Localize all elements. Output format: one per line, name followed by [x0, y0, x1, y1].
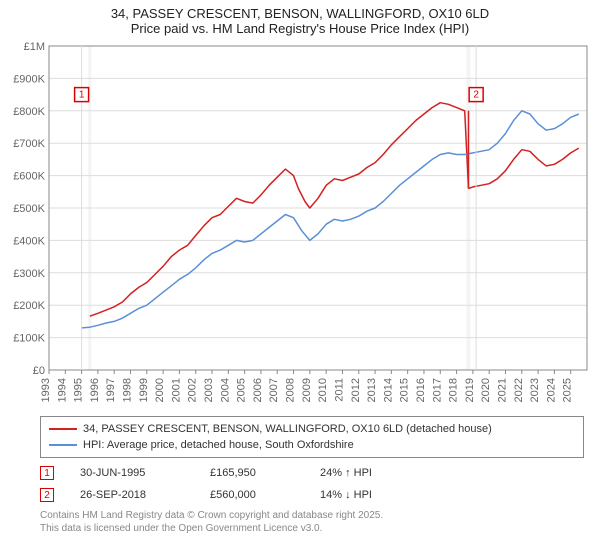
sale-date: 30-JUN-1995: [80, 467, 210, 479]
x-tick-label: 2003: [203, 378, 215, 402]
sale-delta: 14% ↓ HPI: [320, 489, 440, 501]
x-tick-label: 2014: [382, 378, 394, 402]
legend-row: 34, PASSEY CRESCENT, BENSON, WALLINGFORD…: [49, 421, 575, 437]
root: 34, PASSEY CRESCENT, BENSON, WALLINGFORD…: [0, 0, 600, 560]
x-tick-label: 2009: [301, 378, 313, 402]
x-tick-label: 2015: [399, 378, 411, 402]
legend-label: 34, PASSEY CRESCENT, BENSON, WALLINGFORD…: [83, 423, 492, 435]
x-tick-label: 2021: [496, 378, 508, 402]
x-tick-label: 2000: [154, 378, 166, 402]
x-tick-label: 2018: [448, 378, 460, 402]
title-block: 34, PASSEY CRESCENT, BENSON, WALLINGFORD…: [0, 0, 600, 40]
y-tick-label: £400K: [13, 235, 45, 247]
x-tick-label: 2013: [366, 378, 378, 402]
x-tick-label: 2019: [464, 378, 476, 402]
y-tick-label: £1M: [24, 41, 45, 53]
title-line1: 34, PASSEY CRESCENT, BENSON, WALLINGFORD…: [0, 6, 600, 21]
x-tick-label: 2002: [187, 378, 199, 402]
series-line: [469, 148, 579, 189]
x-tick-label: 2007: [268, 378, 280, 402]
sale-price: £560,000: [210, 489, 320, 501]
title-line2: Price paid vs. HM Land Registry's House …: [0, 21, 600, 36]
x-tick-label: 2011: [333, 378, 345, 402]
legend: 34, PASSEY CRESCENT, BENSON, WALLINGFORD…: [40, 416, 584, 458]
x-tick-label: 2022: [513, 378, 525, 402]
x-tick-label: 2020: [480, 378, 492, 402]
x-tick-label: 1993: [40, 378, 52, 402]
chart: £0 £100K £200K £300K £400K £500K £600K £700K £80…: [5, 40, 595, 410]
footer-line1: Contains HM Land Registry data © Crown c…: [40, 510, 584, 523]
series-line: [90, 103, 469, 317]
x-tick-label: 1998: [122, 378, 134, 402]
y-tick-label: £600K: [13, 171, 45, 183]
x-tick-label: 2001: [170, 378, 182, 402]
x-tick-label: 1996: [89, 378, 101, 402]
sale-marker-icon: 1: [40, 466, 54, 480]
y-tick-label: £300K: [13, 268, 45, 280]
x-tick-label: 1995: [73, 378, 85, 402]
y-tick-label: £0: [33, 365, 45, 377]
chart-marker-label: 2: [473, 90, 479, 101]
x-tick-label: 2005: [236, 378, 248, 402]
x-tick-label: 2023: [529, 378, 541, 402]
legend-swatch: [49, 444, 77, 446]
y-tick-label: £900K: [13, 73, 45, 85]
y-tick-label: £100K: [13, 333, 45, 345]
x-tick-label: 2016: [415, 378, 427, 402]
x-tick-label: 2012: [350, 378, 362, 402]
x-tick-label: 1999: [138, 378, 150, 402]
chart-marker-label: 1: [79, 90, 85, 101]
sale-row: 2 26-SEP-2018£560,00014% ↓ HPI: [40, 484, 584, 506]
y-tick-label: £200K: [13, 300, 45, 312]
x-tick-label: 2006: [252, 378, 264, 402]
chart-svg: £0 £100K £200K £300K £400K £500K £600K £700K £80…: [5, 40, 595, 410]
y-tick-label: £800K: [13, 106, 45, 118]
x-tick-label: 2025: [562, 378, 574, 402]
sales-table: 1 30-JUN-1995£165,95024% ↑ HPI 2 26-SEP-201…: [40, 462, 584, 506]
legend-row: HPI: Average price, detached house, Sout…: [49, 437, 575, 453]
x-tick-label: 2008: [285, 378, 297, 402]
y-tick-label: £700K: [13, 138, 45, 150]
footer: Contains HM Land Registry data © Crown c…: [40, 510, 584, 535]
legend-label: HPI: Average price, detached house, Sout…: [83, 439, 354, 451]
x-tick-label: 2010: [317, 378, 329, 402]
sale-price: £165,950: [210, 467, 320, 479]
x-tick-label: 2024: [545, 378, 557, 402]
y-tick-label: £500K: [13, 203, 45, 215]
x-tick-label: 1994: [56, 378, 68, 402]
x-tick-label: 2017: [431, 378, 443, 402]
legend-swatch: [49, 428, 77, 430]
sale-marker-icon: 2: [40, 488, 54, 502]
sale-row: 1 30-JUN-1995£165,95024% ↑ HPI: [40, 462, 584, 484]
sale-delta: 24% ↑ HPI: [320, 467, 440, 479]
x-tick-label: 1997: [105, 378, 117, 402]
footer-line2: This data is licensed under the Open Gov…: [40, 523, 584, 536]
x-tick-label: 2004: [219, 378, 231, 402]
sale-date: 26-SEP-2018: [80, 489, 210, 501]
